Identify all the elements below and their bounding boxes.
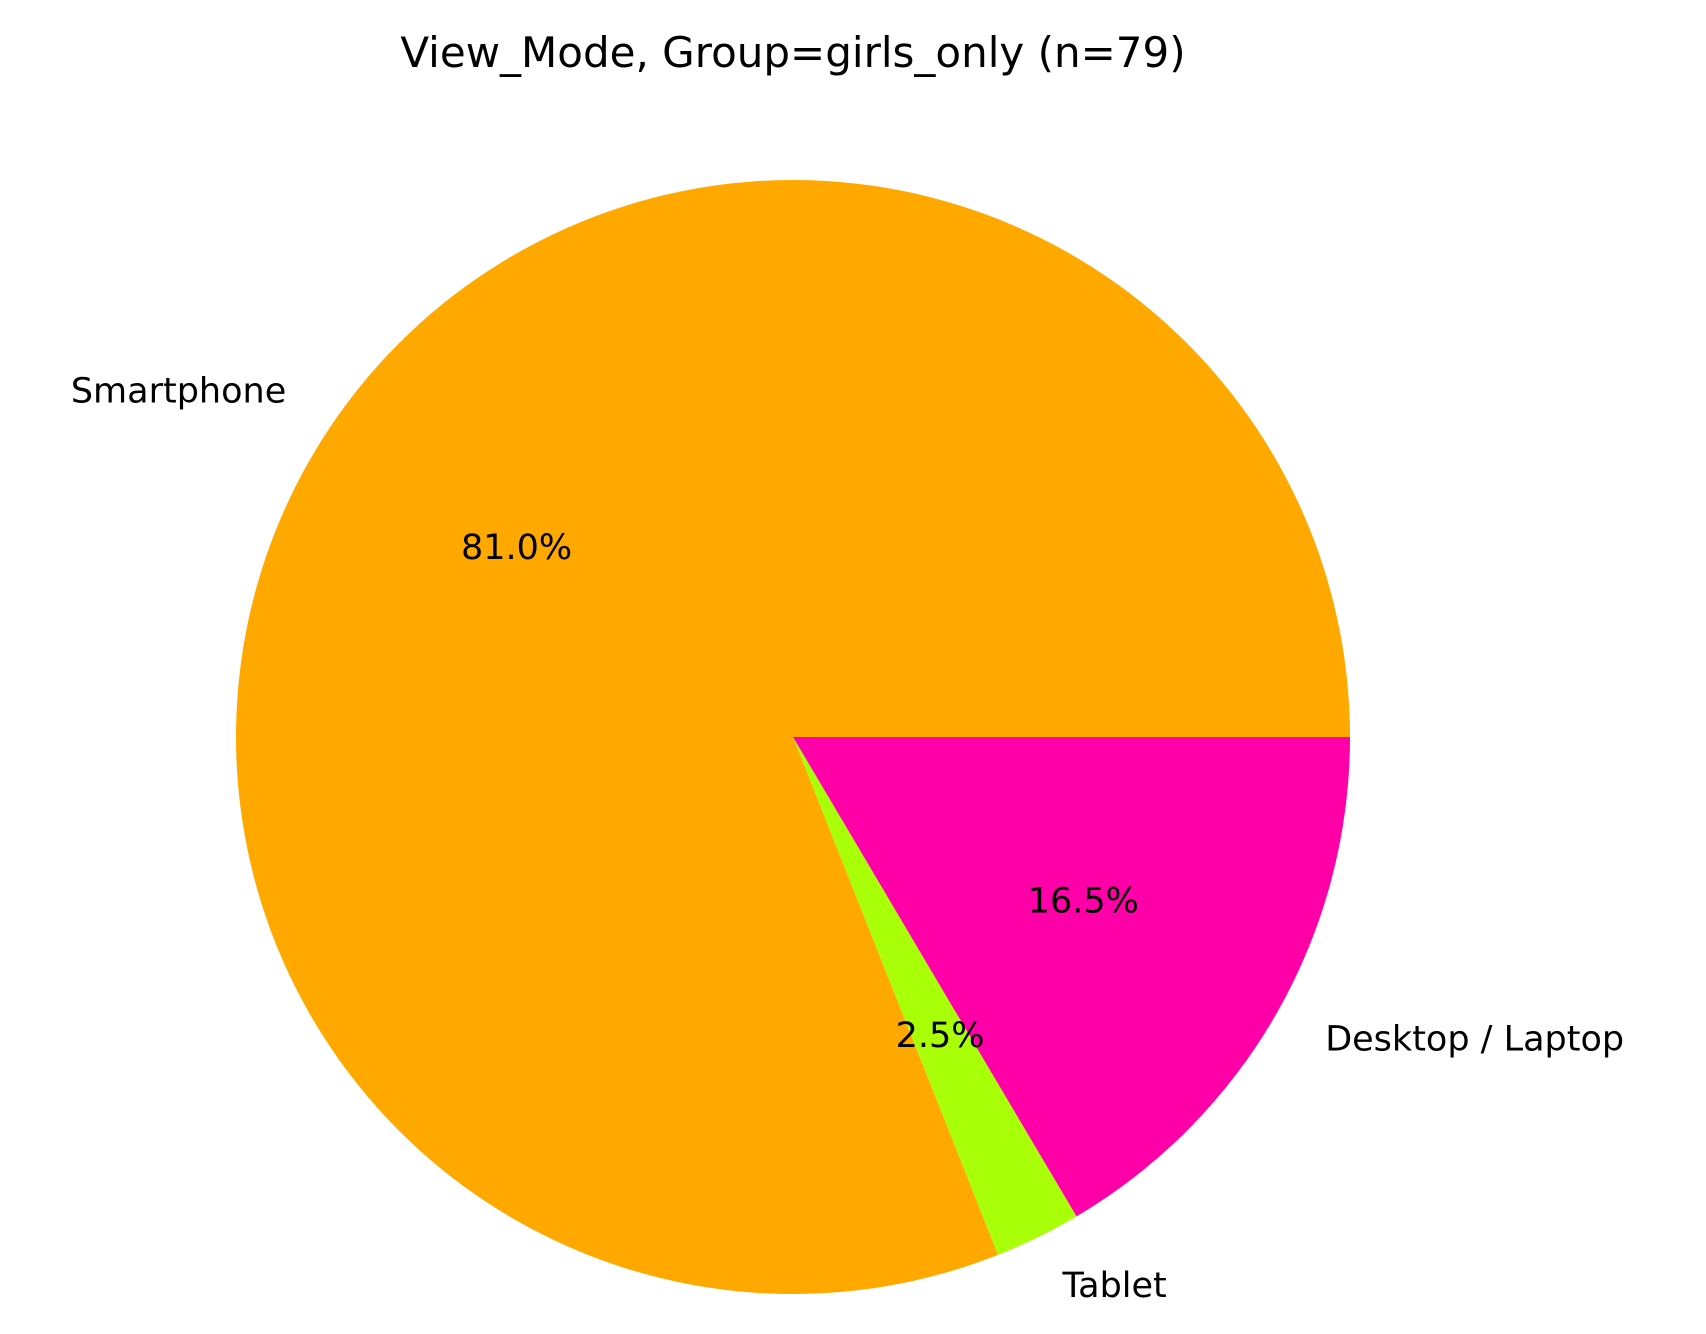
pct-label-smartphone: 81.0% — [461, 528, 572, 568]
slice-label-desktop-laptop: Desktop / Laptop — [1325, 1020, 1624, 1060]
pct-label-desktop-laptop: 16.5% — [1028, 882, 1139, 922]
pct-label-tablet: 2.5% — [896, 1016, 985, 1056]
labels-layer: Smartphone 81.0% Tablet 2.5% Desktop / Lapto… — [71, 372, 1624, 1307]
slices-layer — [236, 180, 1351, 1294]
pie-slice-tablet — [793, 737, 1077, 1255]
chart-title: View_Mode, Group=girls_only (n=79) — [400, 28, 1185, 77]
slice-label-tablet: Tablet — [1062, 1266, 1167, 1306]
pie-slice-desktop-laptop — [793, 737, 1350, 1217]
slice-label-smartphone: Smartphone — [71, 372, 286, 412]
